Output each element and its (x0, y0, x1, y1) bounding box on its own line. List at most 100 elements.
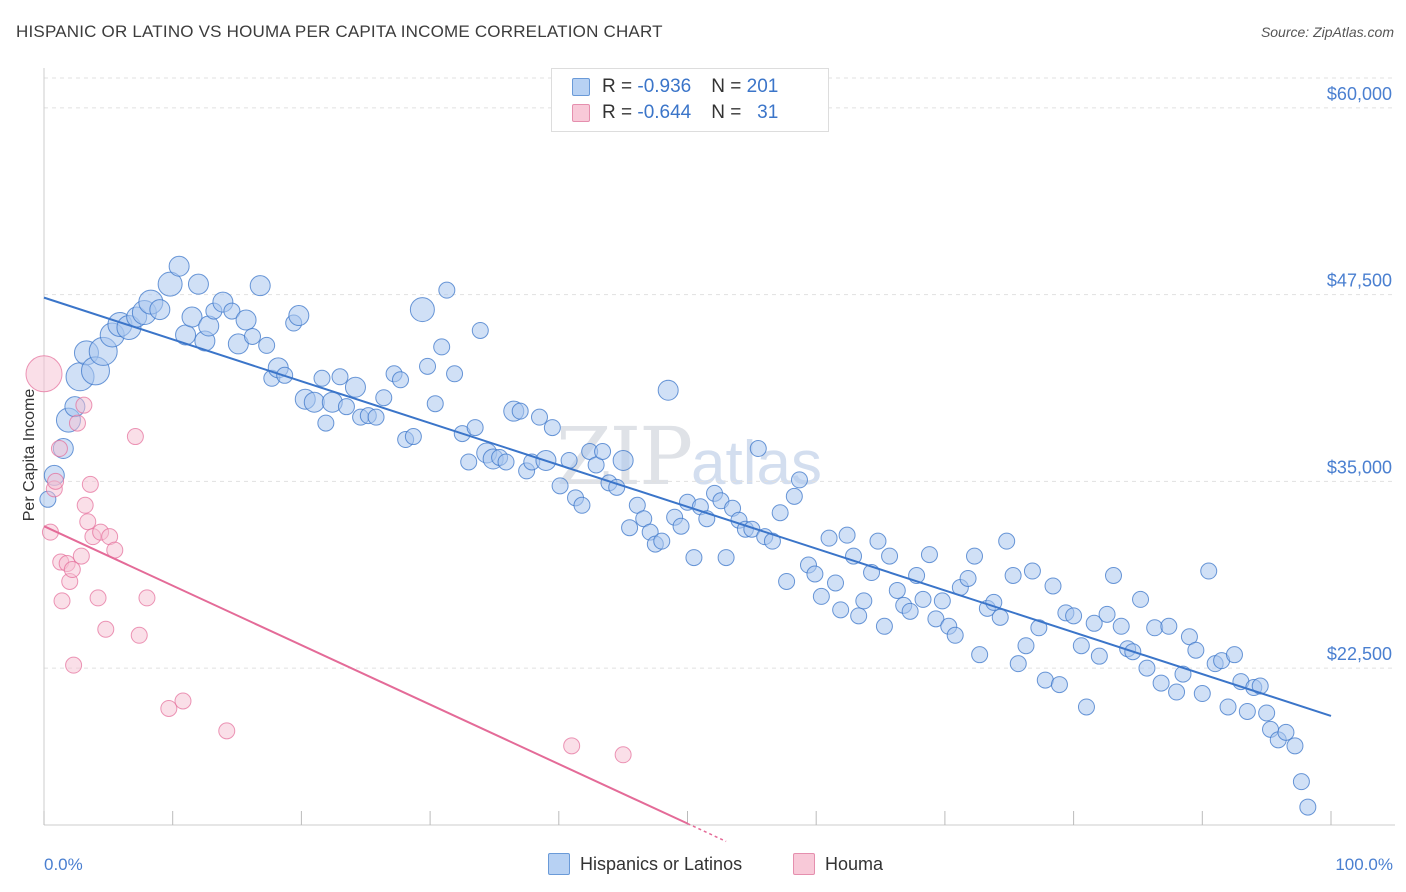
legend-n-value: 201 (746, 76, 779, 97)
hispanic-point (771, 504, 789, 522)
hispanic-point (832, 601, 850, 619)
hispanic-point (790, 471, 808, 489)
hispanic-point (653, 532, 671, 550)
bottom-swatch-hispanic (548, 853, 570, 875)
y-tick-label: $35,000 (1327, 457, 1392, 477)
hispanic-point (1085, 614, 1103, 632)
hispanic-point (985, 593, 1003, 611)
hispanic-point (303, 391, 325, 413)
y-axis-title: Per Capita Income (21, 389, 38, 522)
hispanic-point (446, 365, 464, 383)
hispanic-point (1009, 655, 1027, 673)
hispanic-point (1050, 676, 1068, 694)
hispanic-point (573, 496, 591, 514)
hispanic-point (471, 321, 489, 339)
bottom-legend-hispanic-label: Hispanics or Latinos (580, 853, 743, 874)
source-credit: Source: ZipAtlas.com (1260, 24, 1394, 40)
houma-point (138, 589, 156, 607)
hispanic-point (594, 443, 612, 460)
hispanic-point (317, 414, 335, 432)
hispanic-point (438, 281, 456, 299)
hispanic-point (1187, 641, 1205, 659)
houma-point (25, 355, 63, 393)
hispanic-point (785, 487, 803, 505)
y-tick-label: $47,500 (1327, 271, 1392, 291)
houma-point (53, 592, 71, 610)
axis-labels: $22,500 $35,000 $47,500 $60,000 0.0% 100.0% Pe… (21, 84, 1393, 874)
hispanic-point (778, 572, 796, 590)
hispanic-point (1160, 617, 1178, 635)
x-tick-label-right: 100.0% (1335, 855, 1393, 874)
hispanic-point (391, 371, 409, 389)
hispanic-point (1098, 605, 1116, 623)
correlation-legend: R = -0.936 N = 201 R = -0.644 N = 31 (551, 68, 829, 132)
hispanic-point (743, 520, 761, 538)
hispanic-point (914, 590, 932, 608)
hispanic-point (1072, 637, 1090, 655)
hispanic-point (1017, 637, 1035, 655)
hispanic-point (1292, 773, 1310, 791)
houma-point (89, 589, 107, 607)
hispanic-point (959, 569, 977, 587)
hispanic-point (1023, 562, 1041, 580)
houma-point (63, 561, 81, 579)
houma-point (614, 746, 632, 764)
hispanic-point (991, 608, 1009, 626)
houma-point (97, 620, 115, 638)
hispanic-point (933, 592, 951, 610)
x-tick-label-left: 0.0% (44, 855, 83, 874)
hispanic-point (1277, 723, 1295, 741)
hispanic-point (1193, 685, 1211, 703)
legend-row-hispanic: R = -0.936 N = 201 (572, 75, 778, 99)
hispanic-point (920, 546, 938, 564)
hispanic-point (426, 395, 444, 413)
hispanic-point (543, 419, 561, 437)
hispanic-point (367, 408, 385, 426)
hispanic-point (497, 453, 515, 471)
hispanic-point (235, 309, 257, 331)
y-tick-label: $60,000 (1327, 84, 1392, 104)
axes (43, 68, 1395, 826)
hispanic-point (1286, 737, 1304, 755)
legend-r-label: R = (602, 102, 638, 123)
bottom-legend-hispanic: Hispanics or Latinos (548, 852, 742, 876)
hispanic-point (850, 607, 868, 625)
hispanic-point (1152, 674, 1170, 692)
hispanic-point (1238, 702, 1256, 720)
hispanic-point (657, 379, 679, 401)
chart-title: HISPANIC OR LATINO VS HOUMA PER CAPITA I… (16, 22, 663, 41)
hispanic-point (288, 305, 310, 327)
hispanic-point (409, 297, 435, 323)
hispanic-point (1036, 671, 1054, 689)
houma-point (50, 440, 68, 458)
houma-point (160, 699, 178, 717)
hispanic-point (838, 526, 856, 544)
legend-swatch-hispanic (572, 78, 590, 96)
hispanic-point (460, 453, 478, 471)
hispanic-point (1044, 577, 1062, 595)
legend-r-value: -0.644 (637, 102, 692, 123)
hispanic-point (820, 529, 838, 547)
hispanic-point (168, 255, 190, 277)
hispanic-point (1225, 646, 1243, 664)
hispanic-point (1138, 659, 1156, 677)
hispanic-point (1065, 607, 1083, 625)
houma-point (81, 475, 99, 493)
hispanic-point (946, 626, 964, 644)
hispanic-point (1132, 590, 1150, 608)
hispanic-point (249, 275, 271, 297)
hispanic-point (375, 389, 393, 407)
legend-r-label: R = (602, 76, 638, 97)
houma-point (75, 396, 93, 414)
hispanic-point (901, 602, 919, 620)
hispanic-point (966, 547, 984, 565)
hispanic-point (685, 549, 703, 567)
houma-point (47, 472, 65, 490)
houma-point (130, 626, 148, 644)
houma-point (218, 722, 236, 740)
bottom-legend-houma: Houma (793, 852, 883, 876)
houma-point (126, 428, 144, 446)
hispanic-point (157, 271, 183, 297)
hispanic-point (672, 517, 690, 535)
hispanic-point (869, 532, 887, 550)
